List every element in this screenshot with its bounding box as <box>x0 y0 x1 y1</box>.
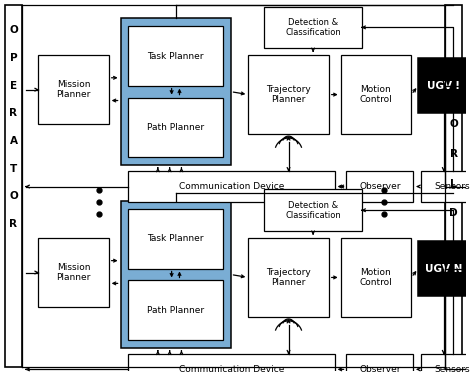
Text: Sensors: Sensors <box>435 182 470 191</box>
Text: O: O <box>449 119 458 129</box>
Bar <box>128 280 223 340</box>
Bar <box>5 4 22 368</box>
Bar <box>120 201 230 348</box>
Text: Motion
Control: Motion Control <box>360 268 392 287</box>
Bar <box>445 4 463 368</box>
Bar <box>128 98 223 157</box>
Bar <box>128 171 335 202</box>
Text: P: P <box>9 53 17 63</box>
Text: Trajectory
Planner: Trajectory Planner <box>266 268 311 287</box>
Bar <box>248 238 329 317</box>
Text: Mission
Planner: Mission Planner <box>56 80 91 99</box>
Text: Mission
Planner: Mission Planner <box>56 263 91 282</box>
Text: D: D <box>449 208 458 218</box>
Text: Trajectory
Planner: Trajectory Planner <box>266 85 311 104</box>
Bar <box>418 241 469 296</box>
Text: Path Planner: Path Planner <box>147 306 204 315</box>
Text: Path Planner: Path Planner <box>147 123 204 132</box>
Text: Communication Device: Communication Device <box>179 182 284 191</box>
Text: Detection &
Classification: Detection & Classification <box>285 201 341 220</box>
Text: Observer: Observer <box>359 365 401 374</box>
Text: Motion
Control: Motion Control <box>360 85 392 104</box>
Text: O: O <box>9 26 18 35</box>
Text: R: R <box>449 149 457 159</box>
Bar <box>38 55 109 124</box>
Text: Detection &
Classification: Detection & Classification <box>285 18 341 37</box>
Text: Task Planner: Task Planner <box>147 234 204 243</box>
Text: Task Planner: Task Planner <box>147 51 204 60</box>
Bar <box>418 58 469 113</box>
Text: A: A <box>9 136 18 146</box>
Bar <box>421 171 474 202</box>
Text: Observer: Observer <box>359 182 401 191</box>
Text: O: O <box>9 191 18 201</box>
Text: W: W <box>448 90 459 100</box>
Bar <box>264 7 362 48</box>
Bar <box>128 26 223 86</box>
Bar <box>128 354 335 375</box>
Bar <box>341 55 411 134</box>
Bar <box>248 55 329 134</box>
Text: R: R <box>9 219 18 229</box>
Bar <box>128 209 223 268</box>
Text: UGV I: UGV I <box>428 81 460 91</box>
Bar <box>341 238 411 317</box>
Text: R: R <box>9 108 18 118</box>
Text: T: T <box>10 164 17 174</box>
Bar <box>38 238 109 307</box>
Bar <box>264 189 362 231</box>
Text: E: E <box>10 81 17 91</box>
Bar <box>346 354 413 375</box>
Text: UGV N: UGV N <box>425 264 463 273</box>
Bar <box>120 18 230 165</box>
Text: L: L <box>450 178 457 189</box>
Text: Sensors: Sensors <box>435 365 470 374</box>
Text: Communication Device: Communication Device <box>179 365 284 374</box>
Bar <box>421 354 474 375</box>
Bar <box>346 171 413 202</box>
